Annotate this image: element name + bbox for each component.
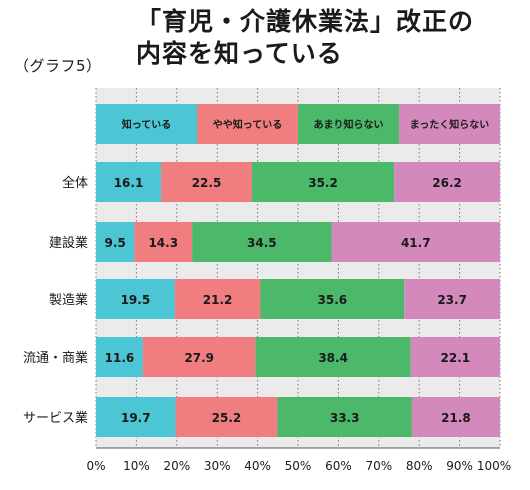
data-label: 27.9 bbox=[184, 351, 214, 365]
legend-label: やや知っている bbox=[213, 118, 283, 131]
graph-number-label: （グラフ5） bbox=[14, 57, 102, 75]
legend-swatch bbox=[298, 104, 399, 144]
legend-label: まったく知らない bbox=[410, 118, 490, 131]
bar-segment bbox=[96, 337, 143, 377]
category-label: 製造業 bbox=[49, 292, 88, 308]
bar-segment bbox=[404, 279, 500, 319]
bar-segment bbox=[410, 337, 500, 377]
legend-label: あまり知らない bbox=[314, 118, 384, 131]
x-tick-label: 70% bbox=[365, 459, 392, 473]
data-label: 21.8 bbox=[441, 411, 471, 425]
bar-segment bbox=[96, 279, 175, 319]
data-label: 38.4 bbox=[318, 351, 348, 365]
x-tick-label: 100% bbox=[477, 459, 511, 473]
x-tick-label: 0% bbox=[86, 459, 105, 473]
data-label: 16.1 bbox=[114, 176, 144, 190]
data-label: 23.7 bbox=[437, 293, 467, 307]
legend-label: 知っている bbox=[121, 118, 172, 131]
x-tick-label: 40% bbox=[244, 459, 271, 473]
x-tick-label: 60% bbox=[325, 459, 352, 473]
legend-swatch bbox=[197, 104, 298, 144]
bar-segment bbox=[142, 337, 256, 377]
data-label: 26.2 bbox=[432, 176, 462, 190]
bar-segment bbox=[277, 397, 412, 437]
chart-title: 「育児・介護休業法」改正の 内容を知っている bbox=[136, 6, 474, 70]
x-tick-label: 30% bbox=[204, 459, 231, 473]
chart-title-line-1: 「育児・介護休業法」改正の bbox=[136, 7, 475, 36]
data-label: 19.7 bbox=[121, 411, 151, 425]
chart-title-line-2: 内容を知っている bbox=[136, 39, 343, 68]
data-label: 14.3 bbox=[148, 236, 178, 250]
bar-segment bbox=[96, 397, 176, 437]
bar-segment bbox=[96, 222, 135, 262]
category-label: 流通・商業 bbox=[23, 350, 88, 366]
x-tick-label: 80% bbox=[406, 459, 433, 473]
data-label: 35.6 bbox=[318, 293, 348, 307]
x-tick-label: 90% bbox=[446, 459, 473, 473]
bar-segment bbox=[175, 397, 278, 437]
data-label: 11.6 bbox=[105, 351, 135, 365]
bar-segment bbox=[255, 337, 411, 377]
data-label: 25.2 bbox=[212, 411, 242, 425]
bar-segment bbox=[192, 222, 332, 262]
bar-segment bbox=[260, 279, 405, 319]
bar-segment bbox=[134, 222, 193, 262]
data-label: 22.1 bbox=[441, 351, 471, 365]
data-label: 41.7 bbox=[401, 236, 431, 250]
bar-segment bbox=[96, 162, 162, 202]
data-label: 19.5 bbox=[121, 293, 151, 307]
x-tick-label: 20% bbox=[163, 459, 190, 473]
data-label: 9.5 bbox=[105, 236, 126, 250]
data-label: 21.2 bbox=[203, 293, 233, 307]
data-label: 22.5 bbox=[192, 176, 222, 190]
legend-swatch bbox=[399, 104, 500, 144]
bar-segment bbox=[331, 222, 500, 262]
x-tick-label: 50% bbox=[285, 459, 312, 473]
category-label: サービス業 bbox=[23, 410, 88, 426]
bar-segment bbox=[394, 162, 500, 202]
x-tick-label: 10% bbox=[123, 459, 150, 473]
legend-swatch bbox=[96, 104, 197, 144]
data-label: 35.2 bbox=[308, 176, 338, 190]
data-label: 33.3 bbox=[330, 411, 360, 425]
data-label: 34.5 bbox=[247, 236, 277, 250]
bar-segment bbox=[174, 279, 261, 319]
category-label: 建設業 bbox=[49, 235, 88, 251]
bar-segment bbox=[161, 162, 252, 202]
category-label: 全体 bbox=[62, 175, 88, 191]
bar-segment bbox=[411, 397, 500, 437]
bar-segment bbox=[251, 162, 395, 202]
